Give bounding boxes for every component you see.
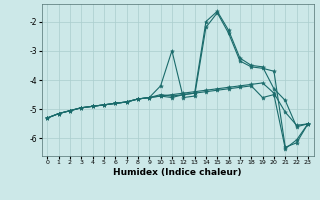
X-axis label: Humidex (Indice chaleur): Humidex (Indice chaleur) [113, 168, 242, 177]
